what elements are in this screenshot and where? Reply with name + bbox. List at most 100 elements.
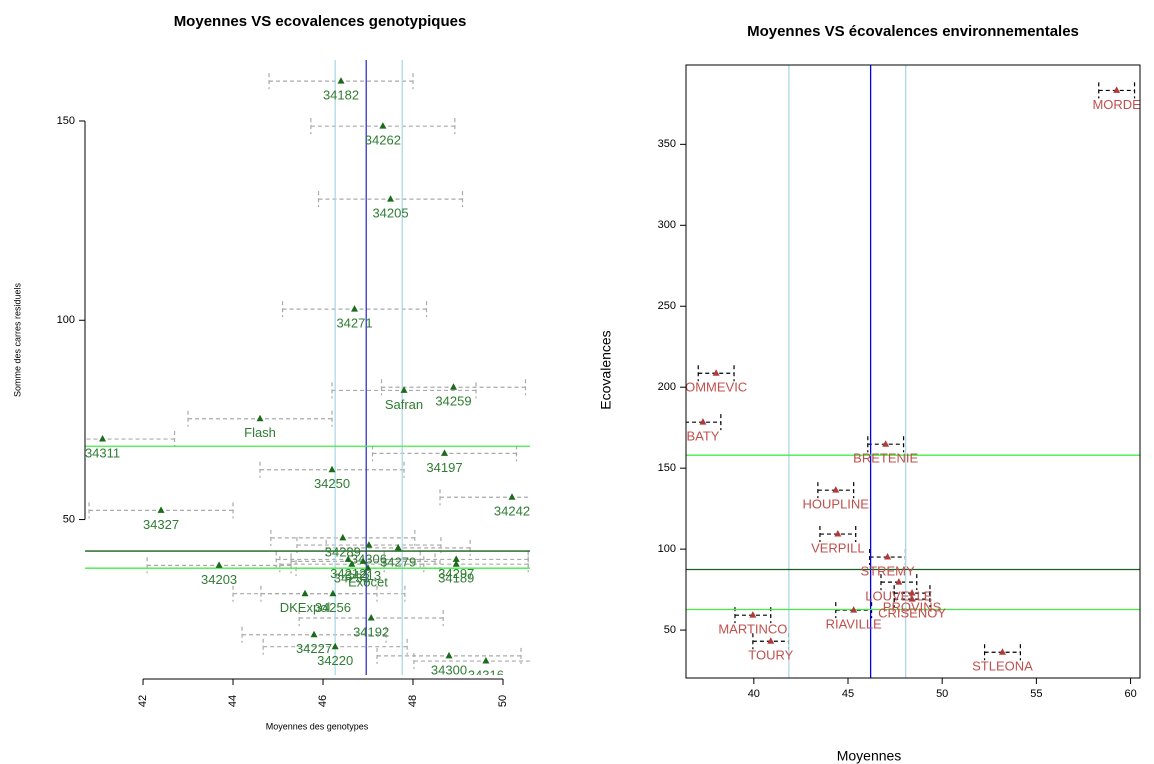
point bbox=[850, 606, 858, 613]
point-label: 34220 bbox=[317, 653, 353, 668]
x-tick-label: 40 bbox=[748, 688, 760, 700]
point-label: 34271 bbox=[336, 316, 372, 331]
x-tick-label: 60 bbox=[1124, 688, 1136, 700]
point-label: BRETENIE bbox=[853, 451, 918, 466]
plot-area: 34182 34262 34205 34271 Safran 34259 Flash 3431… bbox=[85, 60, 530, 682]
point-label: 34279 bbox=[380, 554, 416, 569]
point bbox=[256, 414, 264, 422]
point-label: Exocet bbox=[348, 575, 388, 590]
point-label: MORDE bbox=[1092, 97, 1141, 112]
point bbox=[998, 648, 1006, 655]
point bbox=[379, 122, 387, 129]
point-label: VERPILL bbox=[811, 540, 864, 555]
point bbox=[337, 77, 345, 84]
point-label: LOUVELLE bbox=[865, 589, 933, 604]
point-label: 34212 bbox=[330, 566, 366, 581]
y-tick-label: 100 bbox=[57, 314, 75, 326]
point-label: 34256 bbox=[315, 600, 351, 615]
point bbox=[365, 541, 373, 548]
point-label: 34197 bbox=[426, 460, 462, 475]
x-axis-label: Moyennes bbox=[837, 748, 902, 764]
chart-title: Moyennes VS écovalences environnementale… bbox=[747, 23, 1079, 40]
y-tick-label: 350 bbox=[658, 138, 676, 150]
point bbox=[895, 578, 903, 585]
point-label: Safran bbox=[385, 397, 423, 412]
point bbox=[452, 560, 460, 567]
point bbox=[767, 637, 775, 644]
point bbox=[301, 589, 309, 597]
point-label: 34205 bbox=[372, 206, 408, 221]
y-tick-label: 50 bbox=[664, 624, 676, 636]
point-label: 34227 bbox=[296, 641, 332, 656]
point bbox=[215, 561, 223, 568]
point-label: Flash bbox=[244, 425, 276, 440]
point bbox=[344, 555, 352, 562]
x-tick-label: 45 bbox=[842, 688, 854, 700]
point-label: 34233 bbox=[334, 571, 370, 586]
point bbox=[387, 195, 395, 202]
point bbox=[452, 555, 460, 562]
y-tick-label: 50 bbox=[63, 513, 75, 525]
x-tick-label: 55 bbox=[1030, 688, 1042, 700]
x-tick-label: 44 bbox=[227, 695, 239, 707]
point bbox=[400, 386, 408, 393]
point-label: 34297 bbox=[438, 566, 474, 581]
point bbox=[832, 486, 840, 493]
point-label: 34262 bbox=[365, 133, 401, 148]
point bbox=[329, 589, 337, 597]
point bbox=[157, 506, 165, 513]
y-tick-label: 200 bbox=[658, 381, 676, 393]
point bbox=[508, 493, 516, 500]
point-label: 34203 bbox=[201, 572, 237, 587]
x-tick-label: 50 bbox=[936, 688, 948, 700]
point bbox=[908, 589, 916, 596]
point-label: 34259 bbox=[435, 394, 471, 409]
x-tick-label: 42 bbox=[137, 695, 149, 707]
point bbox=[749, 611, 757, 618]
point bbox=[699, 418, 707, 425]
chart-title: Moyennes VS ecovalences genotypiques bbox=[174, 13, 467, 30]
point-label: 34213 bbox=[345, 568, 381, 583]
point bbox=[482, 657, 490, 664]
point bbox=[884, 553, 892, 560]
point-label: 34311 bbox=[85, 445, 120, 460]
point-label: CRISENOY bbox=[878, 606, 946, 621]
x-tick-label: 46 bbox=[317, 695, 329, 707]
point bbox=[394, 543, 402, 551]
point-label: MARTINCO bbox=[718, 622, 787, 637]
point-label: 34192 bbox=[353, 624, 389, 639]
point bbox=[364, 564, 372, 571]
point-label: 34306 bbox=[351, 552, 387, 567]
point bbox=[450, 383, 458, 390]
point-label: DKExpol bbox=[280, 600, 331, 615]
point-label: RIAVILLE bbox=[826, 617, 882, 632]
point-label: PROVINS bbox=[883, 600, 942, 615]
y-tick-label: 300 bbox=[658, 219, 676, 231]
point bbox=[99, 435, 107, 442]
point-label: 34289 bbox=[325, 544, 361, 559]
y-axis-label: Ecovalences bbox=[598, 330, 614, 409]
point-label: HOUPLINE bbox=[803, 497, 870, 512]
point bbox=[441, 449, 449, 456]
x-axis-label: Moyennes des genotypes bbox=[266, 721, 369, 731]
point bbox=[908, 595, 916, 602]
point-label: 34182 bbox=[323, 88, 359, 103]
point-label: 34316 bbox=[468, 667, 504, 682]
point-label: TOURY bbox=[748, 648, 793, 663]
point bbox=[348, 560, 356, 567]
point-label: 34327 bbox=[143, 517, 179, 532]
point-label: 34189 bbox=[438, 571, 474, 586]
y-axis-label: Somme des carres residuels bbox=[12, 282, 22, 397]
y-tick-label: 250 bbox=[658, 300, 676, 312]
point bbox=[882, 440, 890, 447]
point bbox=[834, 530, 842, 537]
point-label: OMMEVIC bbox=[685, 380, 747, 395]
point-label: STREMY bbox=[860, 563, 915, 578]
plot-area: MORDE OMMEVIC BATY BRETENIE HOUPLINE VERPILL S… bbox=[685, 65, 1141, 678]
point-label: STLEONA bbox=[972, 659, 1033, 674]
point bbox=[367, 614, 375, 621]
point bbox=[351, 305, 359, 312]
point bbox=[712, 369, 720, 376]
point bbox=[339, 533, 347, 541]
